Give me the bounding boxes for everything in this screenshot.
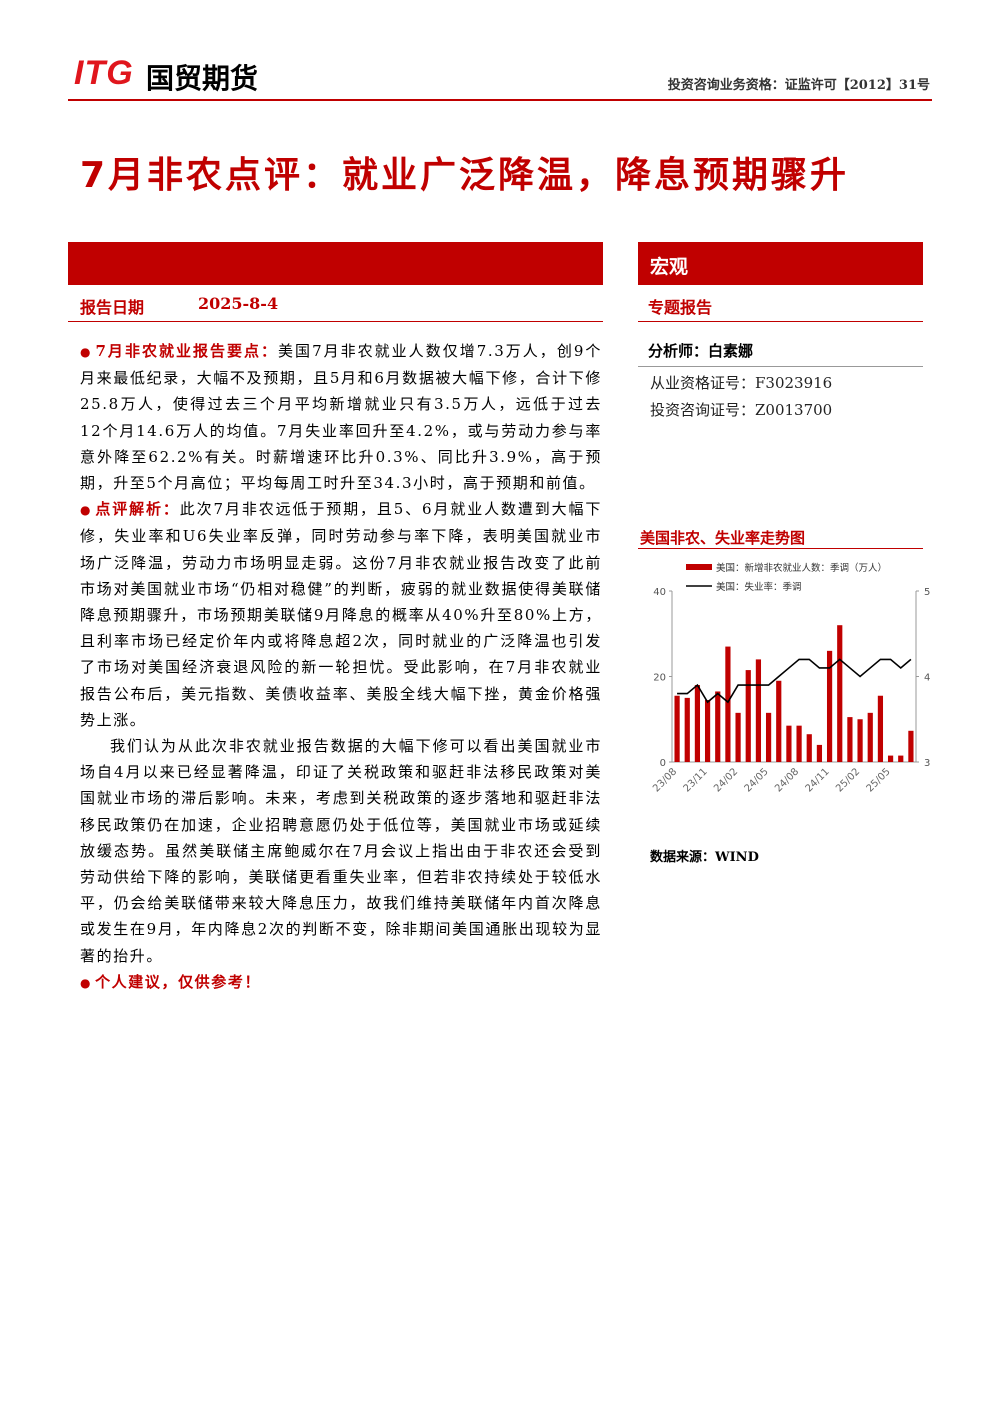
analyst-rule xyxy=(638,366,923,367)
bar xyxy=(867,712,873,762)
bar xyxy=(674,695,680,762)
report-title: 7月非农点评：就业广泛降温，降息预期骤升 xyxy=(80,155,850,196)
date-rule xyxy=(68,321,603,322)
x-tick-label: 24/08 xyxy=(773,766,801,794)
x-tick-label: 24/11 xyxy=(804,766,832,794)
bar xyxy=(826,650,833,762)
lead: 点评解析： xyxy=(95,500,180,519)
x-tick-label: 23/11 xyxy=(682,766,710,794)
bar xyxy=(887,755,894,762)
x-tick-label: 24/02 xyxy=(712,766,740,794)
chart-rule xyxy=(638,548,923,549)
paragraph: 我们认为从此次非农就业报告数据的大幅下修可以看出美国就业市场自4月以来已经显著降… xyxy=(80,733,602,969)
bar xyxy=(684,697,690,762)
y-tick-label: 20 xyxy=(653,673,666,684)
lead: 个人建议，仅供参考！ xyxy=(95,972,262,991)
date-label: 报告日期 xyxy=(80,298,145,317)
paragraph: 7月非农就业报告要点：美国7月非农就业人数仅增7.3万人，创9个月来最低纪录，大… xyxy=(80,338,602,496)
bar xyxy=(735,712,741,762)
lead: 7月非农就业报告要点： xyxy=(95,342,279,360)
bar xyxy=(837,625,843,762)
logo-mark: ITG xyxy=(74,54,134,92)
analyst: 分析师：白素娜 xyxy=(648,342,754,360)
bar xyxy=(908,730,914,762)
sector: 宏观 xyxy=(650,256,689,278)
bar xyxy=(704,700,711,762)
bar xyxy=(796,725,802,762)
bar xyxy=(725,646,731,762)
bar xyxy=(877,695,884,762)
header-rule xyxy=(68,99,932,101)
legend-label: 美国：新增非农就业人数：季调（万人） xyxy=(716,562,887,574)
license: 投资咨询证号：Z0013700 xyxy=(650,401,833,419)
bar xyxy=(755,659,762,762)
bar xyxy=(816,744,823,762)
y2-tick-label: 3 xyxy=(924,758,930,769)
y2-tick-label: 4 xyxy=(924,673,930,684)
x-tick-label: 25/05 xyxy=(865,766,893,794)
bar xyxy=(765,712,772,762)
bar xyxy=(898,755,904,762)
paragraph: 个人建议，仅供参考！ xyxy=(80,969,602,996)
legend-label: 美国：失业率：季调 xyxy=(716,581,802,593)
bar xyxy=(776,680,782,762)
body-text: 7月非农就业报告要点：美国7月非农就业人数仅增7.3万人，创9个月来最低纪录，大… xyxy=(80,338,602,996)
license: 从业资格证号：F3023916 xyxy=(650,374,833,392)
bar xyxy=(715,691,721,762)
x-tick-label: 25/02 xyxy=(834,766,862,794)
bar xyxy=(745,670,751,762)
chart-title: 美国非农、失业率走势图 xyxy=(640,529,806,547)
text: 我们认为从此次非农就业报告数据的大幅下修可以看出美国就业市场自4月以来已经显著降… xyxy=(80,737,602,965)
x-tick-label: 24/05 xyxy=(743,766,771,794)
legend-swatch xyxy=(686,564,712,570)
x-tick-label: 23/08 xyxy=(651,766,679,794)
bar xyxy=(806,734,812,762)
data-source: 数据来源：WIND xyxy=(650,850,759,865)
bar xyxy=(857,719,863,762)
date-value: 2025-8-4 xyxy=(198,294,279,313)
line xyxy=(677,658,912,704)
bar xyxy=(786,725,792,762)
bar xyxy=(847,717,853,762)
y2-tick-label: 5 xyxy=(924,587,930,598)
paragraph: 点评解析：此次7月非农远低于预期，且5、6月就业人数遭到大幅下修，失业率和U6失… xyxy=(80,496,602,733)
text: 此次7月非农远低于预期，且5、6月就业人数遭到大幅下修，失业率和U6失业率反弹，… xyxy=(80,500,602,729)
y-tick-label: 40 xyxy=(653,587,666,598)
text: 美国7月非农就业人数仅增7.3万人，创9个月来最低纪录，大幅不及预期，且5月和6… xyxy=(80,342,602,493)
type-rule xyxy=(638,321,923,322)
banner-left xyxy=(68,242,603,285)
logo-name: 国贸期货 xyxy=(146,62,259,95)
bar xyxy=(694,685,701,762)
banner-right: 宏观 xyxy=(638,242,923,285)
y-tick-label: 0 xyxy=(660,758,666,769)
qualification: 投资咨询业务资格：证监许可【2012】31号 xyxy=(667,78,930,93)
report-type: 专题报告 xyxy=(648,298,713,317)
